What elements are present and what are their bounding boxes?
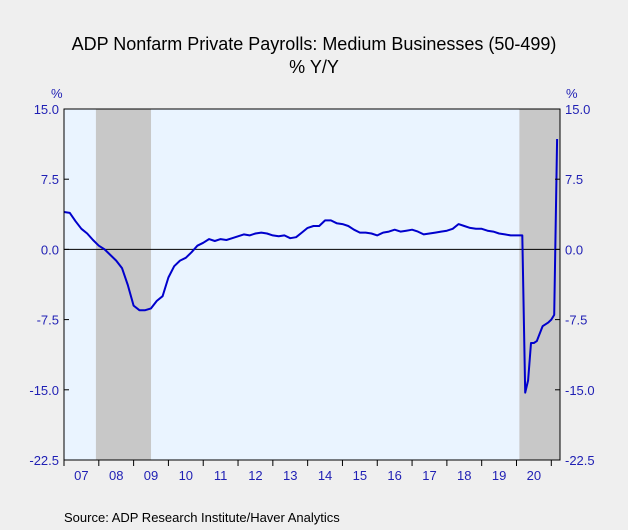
y-tick-label-left: 0.0 (41, 242, 59, 257)
x-tick-label: 17 (422, 468, 436, 483)
x-tick-label: 19 (492, 468, 506, 483)
x-tick-label: 15 (353, 468, 367, 483)
y-tick-label-right: -15.0 (565, 383, 595, 398)
x-tick-label: 13 (283, 468, 297, 483)
y-unit-left: % (51, 86, 63, 101)
series-line-1 (63, 138, 559, 394)
x-tick-label: 09 (144, 468, 158, 483)
y-tick-label-right: 15.0 (565, 102, 590, 117)
chart-title: ADP Nonfarm Private Payrolls: Medium Bus… (72, 34, 557, 54)
y-tick-label-left: 7.5 (41, 172, 59, 187)
y-unit-right: % (566, 86, 578, 101)
y-tick-label-left: -22.5 (29, 453, 59, 468)
source-note: Source: ADP Research Institute/Haver Ana… (64, 510, 340, 525)
x-tick-label: 18 (457, 468, 471, 483)
plot-border (63, 108, 561, 461)
chart-subtitle: % Y/Y (289, 57, 339, 77)
plot-area: 15.0 15.0 7.5 7.5 0.0 0.0 -7.5 -7.5 -15.0 -15.0 -2… (29, 102, 594, 483)
y-tick-label-left: -15.0 (29, 383, 59, 398)
y-tick-label-right: -22.5 (565, 453, 595, 468)
x-tick-label: 20 (527, 468, 541, 483)
x-tick-label: 10 (179, 468, 193, 483)
y-tick-label-right: -7.5 (565, 313, 587, 328)
x-tick-label: 12 (248, 468, 262, 483)
y-tick-label-right: 0.0 (565, 242, 583, 257)
y-tick-label-left: 15.0 (34, 102, 59, 117)
x-tick-label: 14 (318, 468, 332, 483)
recession-band-1 (95, 109, 152, 460)
x-tick-label: 07 (74, 468, 88, 483)
y-tick-label-left: -7.5 (37, 313, 59, 328)
recession-band-2 (519, 109, 560, 460)
x-tick-label: 08 (109, 468, 123, 483)
x-tick-label: 11 (214, 468, 228, 483)
y-tick-label-right: 7.5 (565, 172, 583, 187)
x-tick-label: 16 (387, 468, 401, 483)
